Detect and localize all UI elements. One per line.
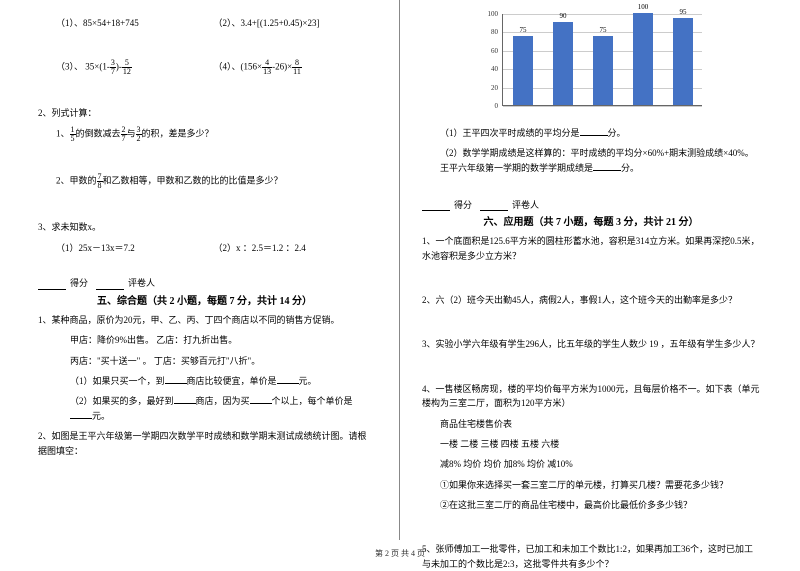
chart-bar <box>513 36 533 105</box>
chart-bar <box>593 36 613 105</box>
section-6-title: 六、应用题（共 7 小题，每题 3 分，共计 21 分） <box>422 213 760 228</box>
c1-3: 丙店："买十送一" 。 丁店：买够百元打"八折"。 <box>70 354 371 368</box>
q2-title: 2、列式计算： <box>38 106 371 120</box>
chart-bar <box>673 18 693 105</box>
q2-2: 2、甲数的78和乙数相等，甲数和乙数的比的比值是多少？ <box>56 173 371 190</box>
expr-2a: （3）、 35×(1-37)-512 <box>56 59 214 76</box>
q3-2: （2）x ：2.5＝1.2 ：2.4 <box>214 241 372 254</box>
r2: （2）数学学期成绩是这样算的：平时成绩的平均分×60%+期末测验成绩×40%。王… <box>440 146 760 175</box>
q3-title: 3、求未知数x。 <box>38 220 371 234</box>
section-5-title: 五、综合题（共 2 小题，每题 7 分，共计 14 分） <box>38 292 371 307</box>
c1-5: （2）如果买的多，最好到商店，因为买个以上，每个单价是元。 <box>70 394 371 423</box>
a4-3: 一楼 二楼 三楼 四楼 五楼 六楼 <box>440 437 760 451</box>
score-row-5: 得分 评卷人 <box>38 276 371 290</box>
a4-5: ①如果你来选择买一套三室二厅的单元楼，打算买几楼？需要花多少钱？ <box>440 478 760 492</box>
r1: （1）王平四次平时成绩的平均分是分。 <box>440 126 760 140</box>
a3: 3、实验小学六年级有学生296人，比五年级的学生人数少 19 ，五年级有学生多少… <box>422 337 760 351</box>
expr-1a: （1）、85×54+18+745 <box>56 16 214 29</box>
c2: 2、如图是王平六年级第一学期四次数学平时成绩和数学期末测试成绩统计图。请根据图填… <box>38 429 371 458</box>
score-row-6: 得分 评卷人 <box>422 197 760 211</box>
chart-bar <box>633 13 653 105</box>
page-footer: 第 2 页 共 4 页 <box>0 548 800 559</box>
q2-1: 1、15的倒数减去27与32的积，差是多少？ <box>56 126 371 143</box>
a4-2: 商品住宅楼售价表 <box>440 417 760 431</box>
a4-4: 减8% 均价 均价 加8% 均价 减10% <box>440 457 760 471</box>
c1-2: 甲店：降价9%出售。 乙店：打九折出售。 <box>70 333 371 347</box>
chart-bar <box>553 22 573 105</box>
a4-1: 4、一售楼区畅房现，楼的平均价每平方米为1000元，且每层价格不一。如下表（单元… <box>422 382 760 411</box>
expr-2b: （4）、(156×413-26)×811 <box>214 59 372 76</box>
a1: 1、一个底面积是125.6平方米的圆柱形蓄水池，容积是314立方米。如果再深挖0… <box>422 234 760 263</box>
expr-1b: （2）、3.4+[(1.25+0.45)×23] <box>214 16 372 29</box>
c1-4: （1）如果只买一个，到商店比较便宜，单价是元。 <box>70 374 371 388</box>
a4-6: ②在这批三室二厅的商品住宅楼中，最高价比最低价多多少钱？ <box>440 498 760 512</box>
q3-1: （1）25x－13x＝7.2 <box>56 241 214 254</box>
score-bar-chart: 75907510095 020406080100 <box>476 10 706 120</box>
a2: 2、六（2）班今天出勤45人，病假2人，事假1人，这个班今天的出勤率是多少？ <box>422 293 760 307</box>
c1-1: 1、某种商品，原价为20元，甲、乙、丙、丁四个商店以不同的销售方促销。 <box>38 313 371 327</box>
